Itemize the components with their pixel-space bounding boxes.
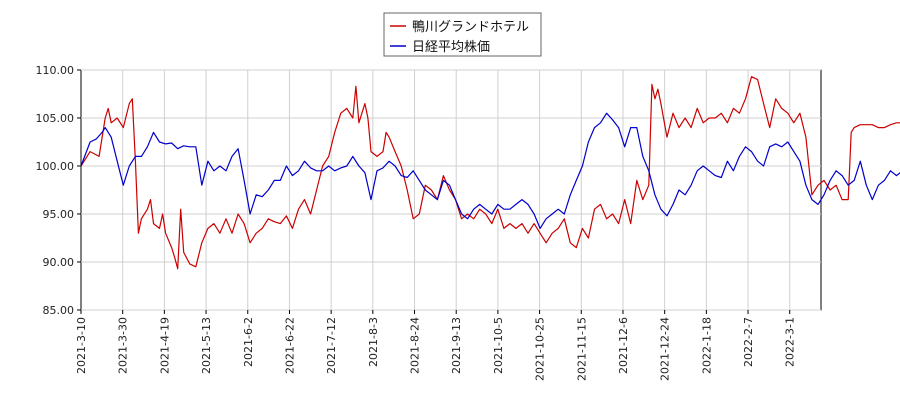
- y-axis-ticks: 85.00 90.00 95.00 100.00 105.00 110.00: [36, 64, 81, 317]
- legend-label: 日経平均株価: [412, 40, 490, 55]
- y-tick-label: 100.00: [36, 160, 75, 173]
- x-tick-label: 2021-3-10: [75, 317, 88, 374]
- x-tick-label: 2021-10-5: [492, 317, 505, 374]
- y-tick-label: 110.00: [36, 64, 75, 77]
- x-axis-ticks: 2021-3-10 2021-3-30 2021-4-19 2021-5-13 2021…: [75, 310, 797, 381]
- y-tick-label: 95.00: [43, 208, 75, 221]
- x-tick-label: 2021-8-24: [409, 317, 422, 374]
- series-line-1: [80, 112, 900, 229]
- x-tick-label: 2021-12-24: [659, 317, 672, 381]
- x-tick-label: 2021-11-15: [575, 317, 588, 381]
- x-tick-label: 2021-3-30: [117, 317, 130, 374]
- y-tick-label: 105.00: [36, 112, 75, 125]
- series-layer: [80, 76, 900, 270]
- x-tick-label: 2021-10-25: [534, 317, 547, 381]
- grid-lines: [81, 69, 821, 311]
- x-tick-label: 2021-6-22: [283, 317, 296, 374]
- legend-box: [383, 12, 542, 57]
- x-tick-label: 2022-3-1: [784, 317, 797, 367]
- y-tick-label: 90.00: [43, 256, 75, 269]
- x-tick-label: 2021-6-2: [242, 317, 255, 367]
- x-tick-label: 2021-12-6: [617, 317, 630, 374]
- legend-label: 鴨川グランドホテル: [412, 20, 529, 35]
- x-tick-label: 2021-9-13: [450, 317, 463, 374]
- x-tick-label: 2021-4-19: [158, 317, 171, 374]
- x-tick-label: 2021-5-13: [200, 317, 213, 374]
- y-tick-label: 85.00: [43, 304, 75, 317]
- x-tick-label: 2021-7-12: [325, 317, 338, 374]
- series-line-0: [80, 76, 900, 270]
- x-tick-label: 2021-8-3: [367, 317, 380, 367]
- x-tick-label: 2022-2-7: [742, 317, 755, 367]
- x-tick-label: 2022-1-18: [700, 317, 713, 374]
